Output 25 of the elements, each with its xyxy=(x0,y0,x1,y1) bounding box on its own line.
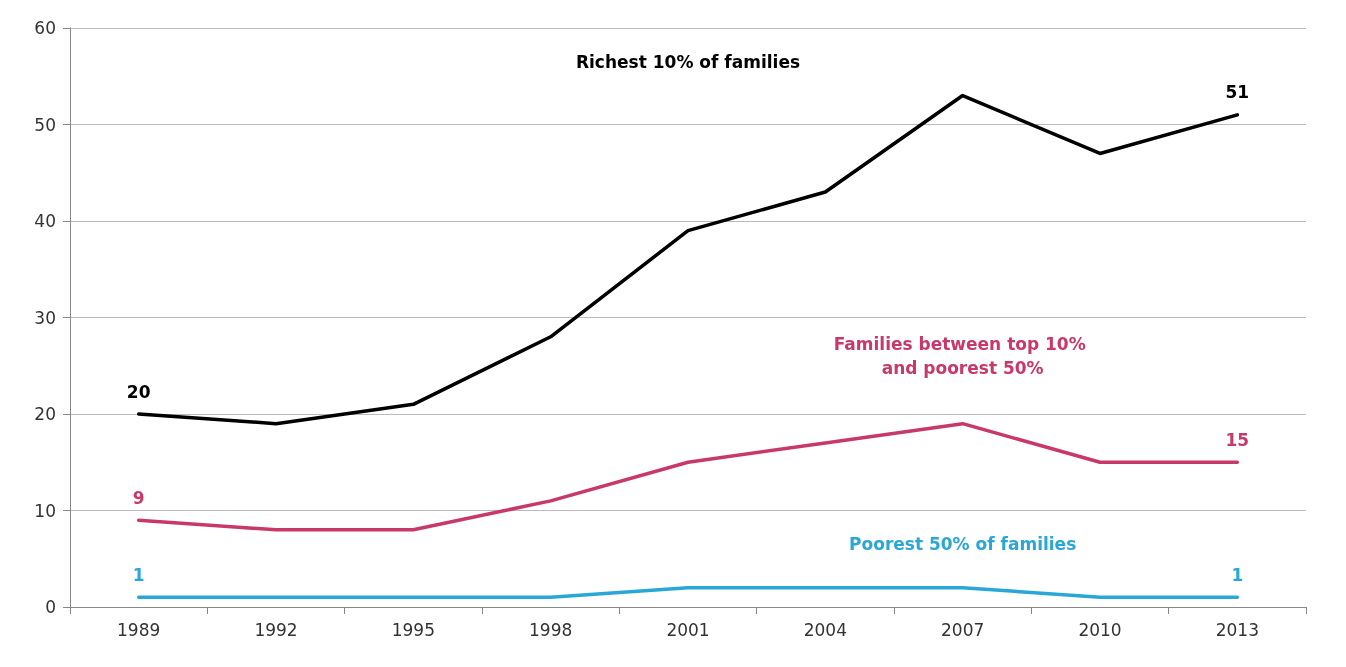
data-label: 51 xyxy=(1225,82,1250,103)
x-tick-label: 1995 xyxy=(391,619,435,640)
x-tick-label: 2004 xyxy=(803,619,847,640)
y-tick-label: 0 xyxy=(45,597,56,617)
y-tick-label: 60 xyxy=(34,18,56,38)
y-tick-label: 40 xyxy=(34,211,56,231)
data-label: 1 xyxy=(1231,564,1244,585)
x-tick-label: 2013 xyxy=(1215,619,1259,640)
y-tick-label: 10 xyxy=(34,500,56,521)
x-tick-label: 1992 xyxy=(254,619,298,640)
data-label: 15 xyxy=(1225,429,1250,450)
x-tick-label: 2007 xyxy=(941,619,985,640)
text: Families between top 10% and poorest 50% xyxy=(833,334,1092,379)
y-tick-label: 50 xyxy=(34,114,56,135)
y-tick-label: 30 xyxy=(34,307,56,328)
x-tick-label: 1998 xyxy=(529,619,573,640)
text: Richest 10% of families xyxy=(575,51,801,72)
x-tick-label: 2010 xyxy=(1078,619,1122,640)
x-tick-label: 2001 xyxy=(666,619,710,640)
data-label: 1 xyxy=(132,564,145,585)
data-label: 9 xyxy=(132,487,145,508)
y-tick-label: 20 xyxy=(34,404,56,424)
series-label: Poorest 50% of families xyxy=(849,534,1077,555)
x-tick-label: 1989 xyxy=(117,619,161,640)
data-label: 20 xyxy=(126,381,151,402)
